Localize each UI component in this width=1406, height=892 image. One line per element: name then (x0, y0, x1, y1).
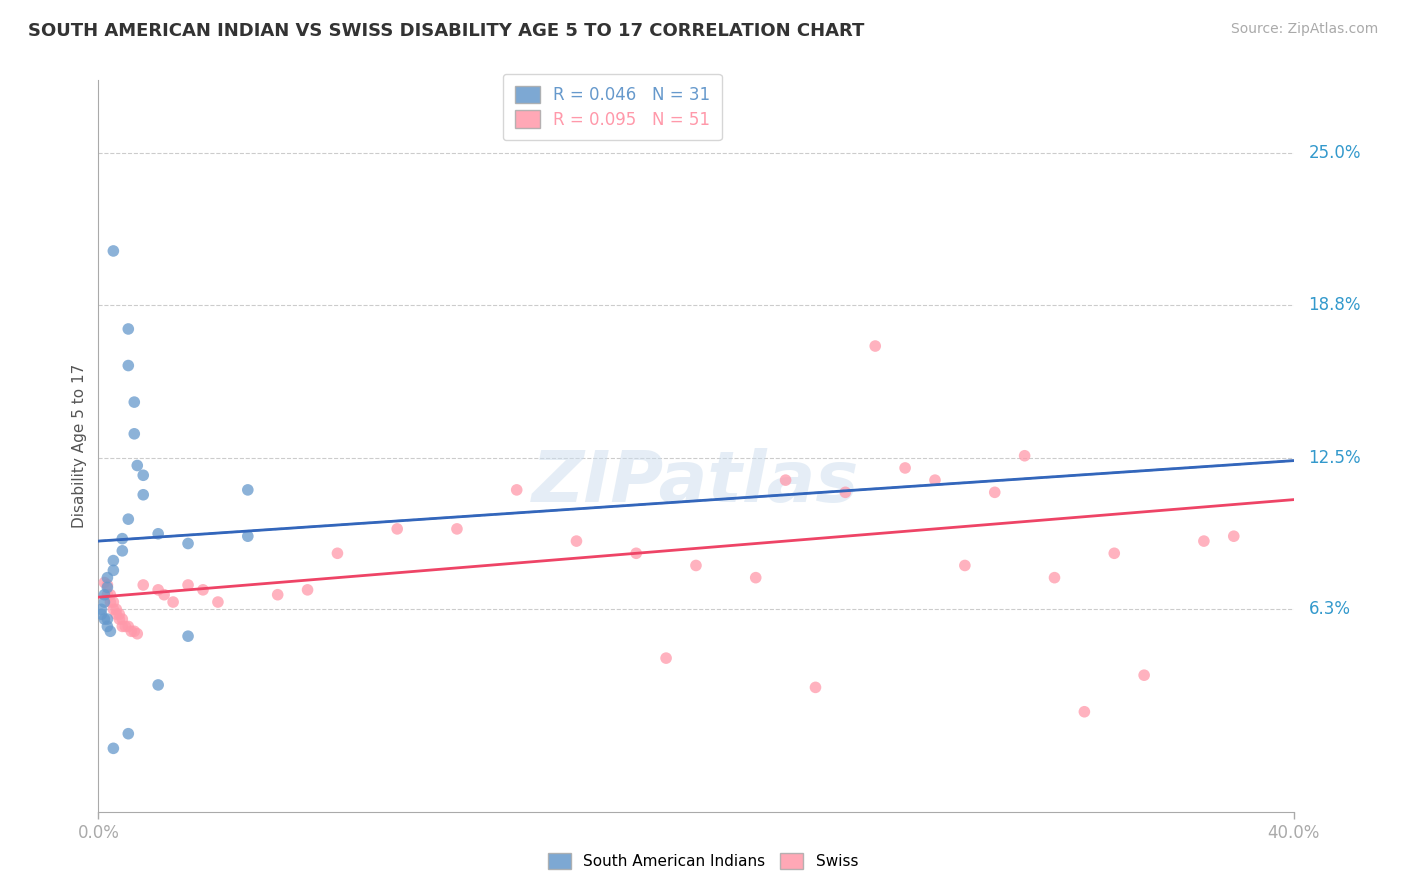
Point (865, 339, 887, 353)
Point (111, 544, 134, 558)
Point (111, 619, 134, 633)
Point (132, 488, 155, 502)
Point (834, 485, 856, 500)
Text: Source: ZipAtlas.com: Source: ZipAtlas.com (1230, 22, 1378, 37)
Point (120, 624, 142, 639)
Point (105, 607, 128, 622)
Point (98, 588, 122, 602)
Point (236, 529, 259, 543)
Point (103, 595, 125, 609)
Point (236, 483, 259, 497)
Point (685, 558, 707, 573)
Point (117, 359, 139, 373)
Legend: South American Indians, Swiss: South American Indians, Swiss (541, 847, 865, 875)
Point (114, 619, 136, 633)
Point (804, 681, 827, 695)
Text: ZIPatlas: ZIPatlas (533, 448, 859, 517)
Point (153, 588, 176, 602)
Point (745, 571, 768, 585)
Point (96, 612, 118, 626)
Point (127, 626, 149, 640)
Point (93, 612, 115, 626)
Point (93, 595, 115, 609)
Text: 6.3%: 6.3% (1309, 600, 1350, 618)
Point (953, 558, 976, 573)
Point (108, 612, 131, 626)
Point (96, 578, 118, 592)
Point (506, 483, 529, 497)
Point (297, 582, 319, 597)
Point (96, 571, 118, 585)
Point (626, 546, 648, 560)
Point (105, 602, 128, 616)
Point (984, 485, 1007, 500)
Point (90, 607, 112, 622)
Point (162, 595, 184, 609)
Point (117, 322, 139, 336)
Point (132, 468, 155, 483)
Point (1073, 705, 1095, 719)
Point (108, 607, 131, 622)
Point (98, 595, 122, 609)
Text: SOUTH AMERICAN INDIAN VS SWISS DISABILITY AGE 5 TO 17 CORRELATION CHART: SOUTH AMERICAN INDIAN VS SWISS DISABILIT… (28, 22, 865, 40)
Point (103, 602, 125, 616)
Text: 25.0%: 25.0% (1309, 145, 1361, 162)
Point (267, 588, 290, 602)
Point (124, 426, 146, 441)
Point (1223, 529, 1246, 543)
Point (103, 741, 125, 756)
Point (117, 727, 139, 741)
Point (177, 629, 200, 643)
Point (96, 588, 118, 602)
Point (148, 678, 170, 692)
Point (103, 244, 125, 258)
Point (103, 563, 125, 577)
Point (111, 532, 134, 546)
Text: 12.5%: 12.5% (1309, 450, 1361, 467)
Y-axis label: Disability Age 5 to 17: Disability Age 5 to 17 (72, 364, 87, 528)
Point (924, 473, 946, 487)
Point (148, 526, 170, 541)
Point (103, 553, 125, 567)
Point (124, 395, 146, 409)
Point (446, 522, 468, 536)
Point (326, 546, 349, 560)
Point (177, 578, 200, 592)
Point (96, 619, 118, 633)
Point (775, 473, 797, 487)
Point (177, 536, 200, 550)
Point (117, 512, 139, 526)
Point (894, 461, 917, 475)
Point (93, 588, 115, 602)
Point (1133, 668, 1156, 682)
Point (385, 522, 409, 536)
Point (111, 612, 134, 626)
Text: 18.8%: 18.8% (1309, 295, 1361, 314)
Point (207, 595, 229, 609)
Legend: R = 0.046   N = 31, R = 0.095   N = 51: R = 0.046 N = 31, R = 0.095 N = 51 (503, 74, 721, 140)
Point (90, 602, 112, 616)
Point (96, 581, 118, 595)
Point (1192, 534, 1215, 549)
Point (132, 578, 155, 592)
Point (117, 619, 139, 633)
Point (1043, 571, 1066, 585)
Point (1104, 546, 1126, 560)
Point (93, 575, 115, 590)
Point (124, 624, 146, 639)
Point (1014, 449, 1036, 463)
Point (98, 624, 122, 639)
Point (565, 534, 588, 549)
Point (191, 582, 214, 597)
Point (127, 458, 149, 473)
Point (148, 582, 170, 597)
Point (655, 651, 678, 665)
